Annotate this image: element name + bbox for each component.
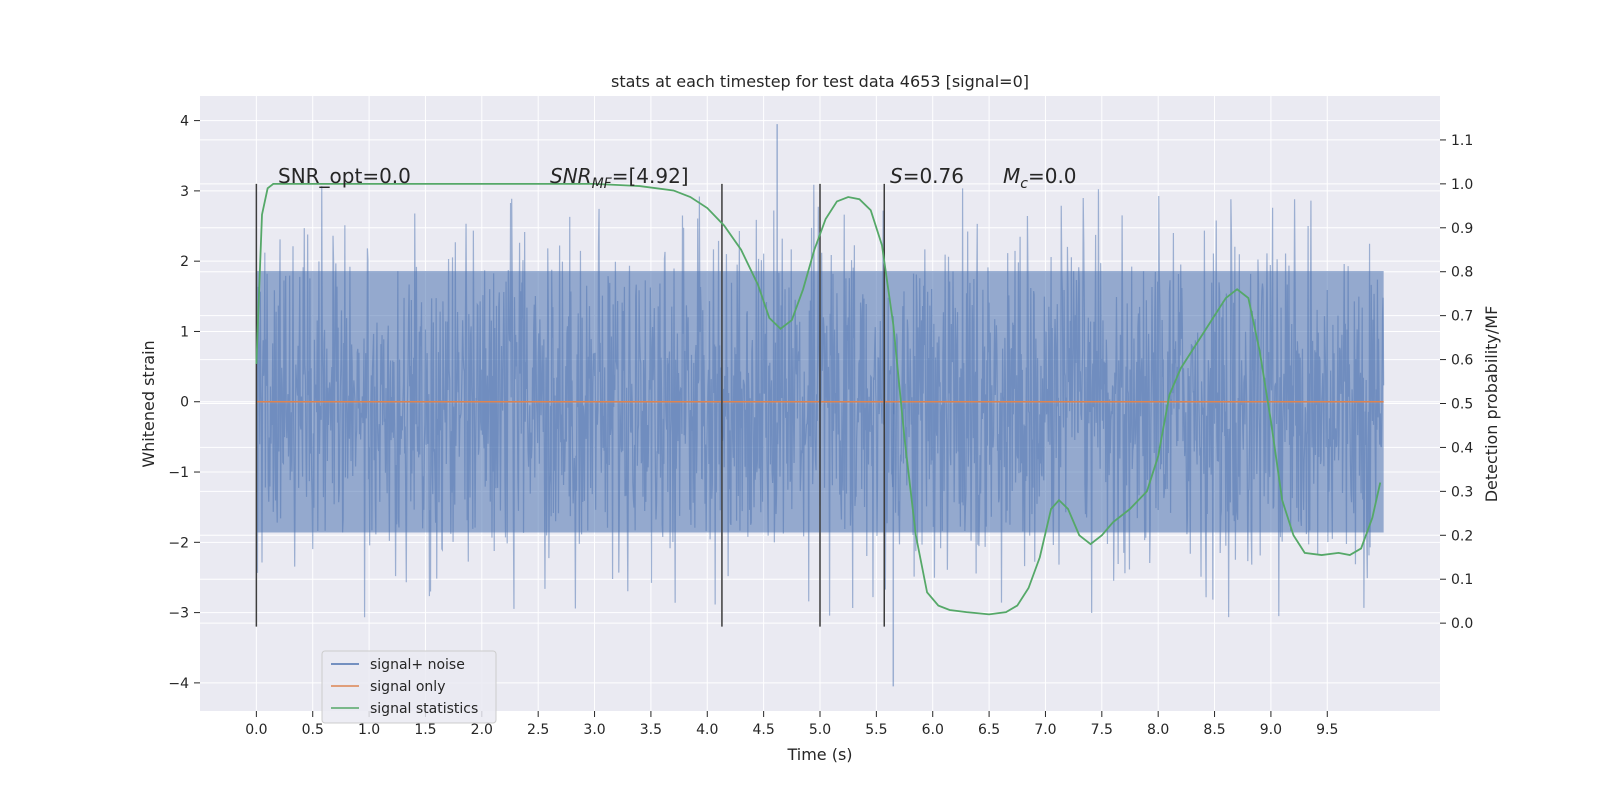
x-tick-label: 3.0 (583, 722, 605, 738)
y-tick-label: 3 (180, 184, 189, 200)
x-tick-label: 2.5 (527, 722, 549, 738)
legend: signal+ noise signal only signal statist… (321, 650, 497, 724)
legend-label-stats: signal statistics (370, 701, 478, 717)
y-tick-label: 2 (180, 254, 189, 270)
annotation-s-name: S (890, 164, 903, 188)
annotation-mc: Mc=0.0 (1003, 164, 1077, 192)
y-tick-label: −1 (168, 465, 189, 481)
x-tick-label: 0.5 (302, 722, 324, 738)
axes: 0.0 0.5 1.0 1.5 2.0 2.5 3.0 3.5 4.0 4.5 5.0 5.5 6.0 6… (168, 114, 1473, 738)
legend-label-noise: signal+ noise (370, 657, 465, 673)
y-tick-label: 0 (180, 395, 189, 411)
x-tick-label: 5.5 (865, 722, 887, 738)
y2-tick-label: 0.2 (1451, 528, 1473, 544)
y2-axis-label: Detection probability/MF (1482, 306, 1501, 503)
x-tick-label: 6.0 (922, 722, 944, 738)
y-tick-label: −3 (168, 606, 189, 622)
y2-tick-label: 0.8 (1451, 265, 1473, 281)
signal-statistics-line (255, 182, 1382, 616)
y2-tick-label: 0.4 (1451, 440, 1473, 456)
annotation-mc-sub: c (1020, 176, 1028, 192)
y2-tick-label: 0.1 (1451, 572, 1473, 588)
y2-tick-label: 0.3 (1451, 484, 1473, 500)
y2-tick-label: 0.6 (1451, 353, 1473, 369)
x-tick-label: 7.0 (1034, 722, 1056, 738)
annotation-snr-mf: SNRMF=[4.92] (550, 164, 689, 192)
x-tick-label: 0.0 (245, 722, 267, 738)
annotation-snr-mf-value: =[4.92] (612, 164, 689, 188)
annotation-s: S=0.76 (890, 164, 964, 188)
x-tick-label: 6.5 (978, 722, 1000, 738)
y2-tick-label: 1.1 (1451, 133, 1473, 149)
x-tick-label: 8.5 (1203, 722, 1225, 738)
x-tick-label: 1.0 (358, 722, 380, 738)
y-axis-label: Whitened strain (139, 340, 158, 467)
x-tick-label: 9.5 (1316, 722, 1338, 738)
chart-title: stats at each timestep for test data 465… (611, 72, 1029, 91)
x-tick-label: 9.0 (1260, 722, 1282, 738)
x-tick-label: 7.5 (1091, 722, 1113, 738)
x-tick-label: 5.0 (809, 722, 831, 738)
annotation-snr-mf-sub: MF (592, 176, 613, 192)
legend-box (321, 650, 497, 724)
x-tick-label: 4.0 (696, 722, 718, 738)
signal-statistics-series (255, 182, 1382, 616)
legend-label-signal: signal only (370, 679, 445, 695)
x-axis-label: Time (s) (786, 745, 852, 764)
y-tick-label: −2 (168, 535, 189, 551)
x-tick-label: 3.5 (640, 722, 662, 738)
x-tick-label: 4.5 (753, 722, 775, 738)
y-tick-label: 4 (180, 114, 189, 130)
annotation-s-value: =0.76 (903, 164, 964, 188)
y2-tick-label: 0.9 (1451, 221, 1473, 237)
annotation-snr-opt: SNR_opt=0.0 (278, 164, 411, 188)
y2-tick-label: 0.7 (1451, 309, 1473, 325)
x-tick-label: 2.0 (471, 722, 493, 738)
annotation-mc-name: M (1003, 164, 1020, 188)
annotation-snr-mf-name: SNR (550, 164, 592, 188)
annotation-mc-value: =0.0 (1028, 164, 1077, 188)
y2-tick-label: 1.0 (1451, 177, 1473, 193)
x-tick-label: 8.0 (1147, 722, 1169, 738)
x-tick-label: 1.5 (414, 722, 436, 738)
y-tick-label: −4 (168, 676, 189, 692)
y-tick-label: 1 (180, 324, 189, 340)
y2-tick-label: 0.0 (1451, 616, 1473, 632)
y2-tick-label: 0.5 (1451, 397, 1473, 413)
